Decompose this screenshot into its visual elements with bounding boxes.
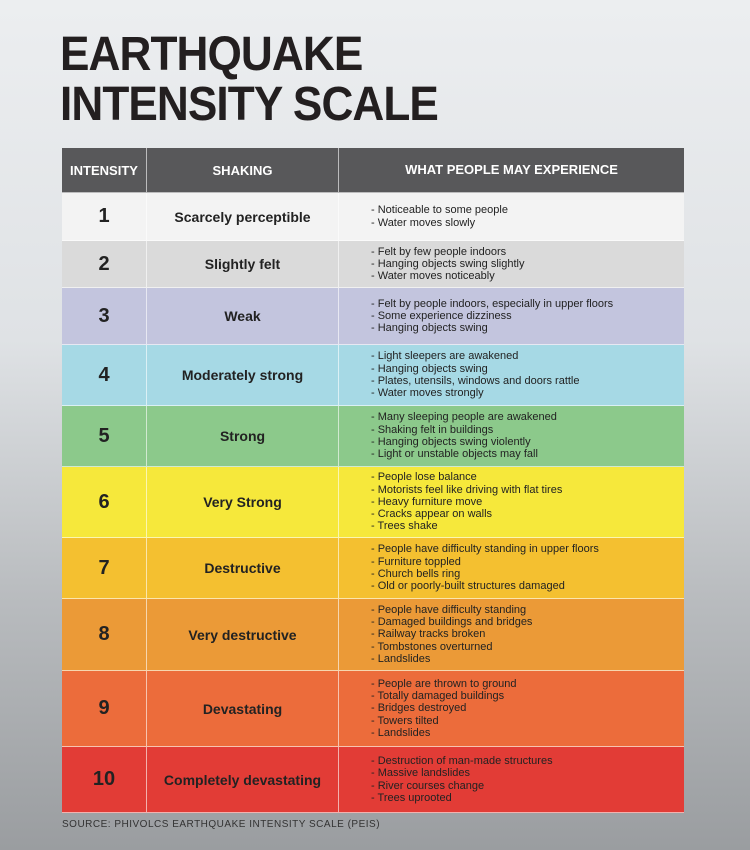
experience: - Light sleepers are awakened - Hanging o… xyxy=(339,345,684,405)
intensity: 9 xyxy=(62,671,147,746)
experience: - Felt by people indoors, especially in … xyxy=(339,288,684,344)
intensity: 8 xyxy=(62,599,147,670)
title-line: INTENSITY SCALE xyxy=(60,78,439,131)
shaking: Very Strong xyxy=(147,467,339,537)
table-row: 10 Completely devastating - Destruction of… xyxy=(62,747,684,813)
column-header: INTENSITY xyxy=(62,148,147,192)
experience-item: - Noticeable to some people xyxy=(371,204,508,217)
experience: - People lose balance - Motorists feel li… xyxy=(339,467,684,537)
experience-item: - Hanging objects swing xyxy=(371,322,488,335)
experience-item: - Light or unstable objects may fall xyxy=(371,448,538,461)
intensity: 5 xyxy=(62,406,147,466)
table-row: 8 Very destructive - People have difficult… xyxy=(62,599,684,671)
shaking: Strong xyxy=(147,406,339,466)
column-header: SHAKING xyxy=(147,148,339,192)
experience-item: - People have difficulty standing xyxy=(371,603,527,616)
experience-item: - People have difficulty standing in upp… xyxy=(371,543,599,556)
table: INTENSITY SHAKING WHAT PEOPLE MAY EXPERI… xyxy=(62,148,684,813)
experience-item: - Church bells ring xyxy=(371,568,461,580)
shaking: Very destructive xyxy=(147,599,339,670)
shaking: Completely devastating xyxy=(147,747,339,812)
experience-item: - Damaged buildings and bridges xyxy=(371,616,533,629)
title-line: EARTHQUAKE xyxy=(60,28,363,81)
experience-item: - Light sleepers are awakened xyxy=(371,350,519,363)
experience: - Many sleeping people are awakened - Sha… xyxy=(339,406,684,466)
experience-item: - Hanging objects swing xyxy=(371,362,488,375)
table-row: 6 Very Strong - People lose balance - Motor… xyxy=(62,467,684,538)
experience-item: - Heavy furniture move xyxy=(371,495,483,508)
experience-item: - Motorists feel like driving with flat … xyxy=(371,483,563,496)
experience-item: - People lose balance xyxy=(371,471,477,484)
table-row: 2 Slightly felt - Felt by few people indoo… xyxy=(62,241,684,288)
title: EARTHQUAKE INTENSITY SCALE xyxy=(60,28,439,131)
table-row: 9 Devastating - People are thrown to groun… xyxy=(62,671,684,747)
experience-item: - Trees shake xyxy=(371,520,438,533)
experience-item: - Tombstones overturned xyxy=(371,640,493,653)
intensity: 4 xyxy=(62,345,147,405)
experience-item: - Hanging objects swing violently xyxy=(371,436,531,448)
table-row: 1 Scarcely perceptible - Noticeable to som… xyxy=(62,193,684,241)
experience-item: - Some experience dizziness xyxy=(371,309,512,322)
experience-item: - Water moves strongly xyxy=(371,387,484,400)
experience: - People have difficulty standing - Damag… xyxy=(339,599,684,670)
shaking: Destructive xyxy=(147,538,339,598)
table-row: 4 Moderately strong - Light sleepers are a… xyxy=(62,345,684,406)
experience-item: - Bridges destroyed xyxy=(371,702,467,715)
shaking: Weak xyxy=(147,288,339,344)
experience: - People have difficulty standing in upp… xyxy=(339,538,684,598)
experience-item: - Plates, utensils, windows and doors ra… xyxy=(371,375,580,387)
experience: - Felt by few people indoors - Hanging ob… xyxy=(339,241,684,287)
experience-item: - Landslides xyxy=(371,652,431,665)
table-row: 7 Destructive - People have difficulty sta… xyxy=(62,538,684,599)
header-row: INTENSITY SHAKING WHAT PEOPLE MAY EXPERI… xyxy=(62,148,684,193)
shaking: Scarcely perceptible xyxy=(147,193,339,240)
experience-item: - Shaking felt in buildings xyxy=(371,423,494,436)
column-header: WHAT PEOPLE MAY EXPERIENCE xyxy=(405,161,618,177)
experience: - Destruction of man-made structures - Ma… xyxy=(339,747,684,812)
experience-item: - Many sleeping people are awakened xyxy=(371,411,557,424)
experience-item: - Water moves slowly xyxy=(371,216,476,229)
intensity: 6 xyxy=(62,467,147,537)
experience-item: - River courses change xyxy=(371,779,485,792)
experience: - Noticeable to some people - Water moves… xyxy=(339,193,684,240)
intensity: 1 xyxy=(62,193,147,240)
experience-item: - Totally damaged buildings xyxy=(371,690,505,703)
experience-item: - Cracks appear on walls xyxy=(371,508,493,521)
experience-item: - Hanging objects swing slightly xyxy=(371,257,525,270)
table-row: 5 Strong - Many sleeping people are awaken… xyxy=(62,406,684,467)
experience: - People are thrown to ground - Totally d… xyxy=(339,671,684,746)
experience-item: - Trees uprooted xyxy=(371,791,452,804)
experience-item: - Water moves noticeably xyxy=(371,270,495,283)
intensity: 7 xyxy=(62,538,147,598)
experience-item: - Massive landslides xyxy=(371,767,471,780)
source: SOURCE: PHIVOLCS EARTHQUAKE INTENSITY SC… xyxy=(62,819,381,830)
experience-item: - Old or poorly-built structures damaged xyxy=(371,580,565,593)
experience-item: - Railway tracks broken xyxy=(371,628,486,641)
experience-item: - Felt by few people indoors xyxy=(371,245,507,258)
shaking: Slightly felt xyxy=(147,241,339,287)
shaking: Devastating xyxy=(147,671,339,746)
experience-item: - Destruction of man-made structures xyxy=(371,754,553,767)
experience-item: - People are thrown to ground xyxy=(371,677,517,690)
shaking: Moderately strong xyxy=(147,345,339,405)
experience-item: - Furniture toppled xyxy=(371,555,461,568)
intensity: 2 xyxy=(62,241,147,287)
experience-item: - Towers tilted xyxy=(371,714,439,727)
experience-item: - Landslides xyxy=(371,726,431,739)
intensity: 3 xyxy=(62,288,147,344)
experience-item: - Felt by people indoors, especially in … xyxy=(371,297,614,310)
table-row: 3 Weak - Felt by people indoors, especiall… xyxy=(62,288,684,345)
intensity: 10 xyxy=(62,747,147,812)
